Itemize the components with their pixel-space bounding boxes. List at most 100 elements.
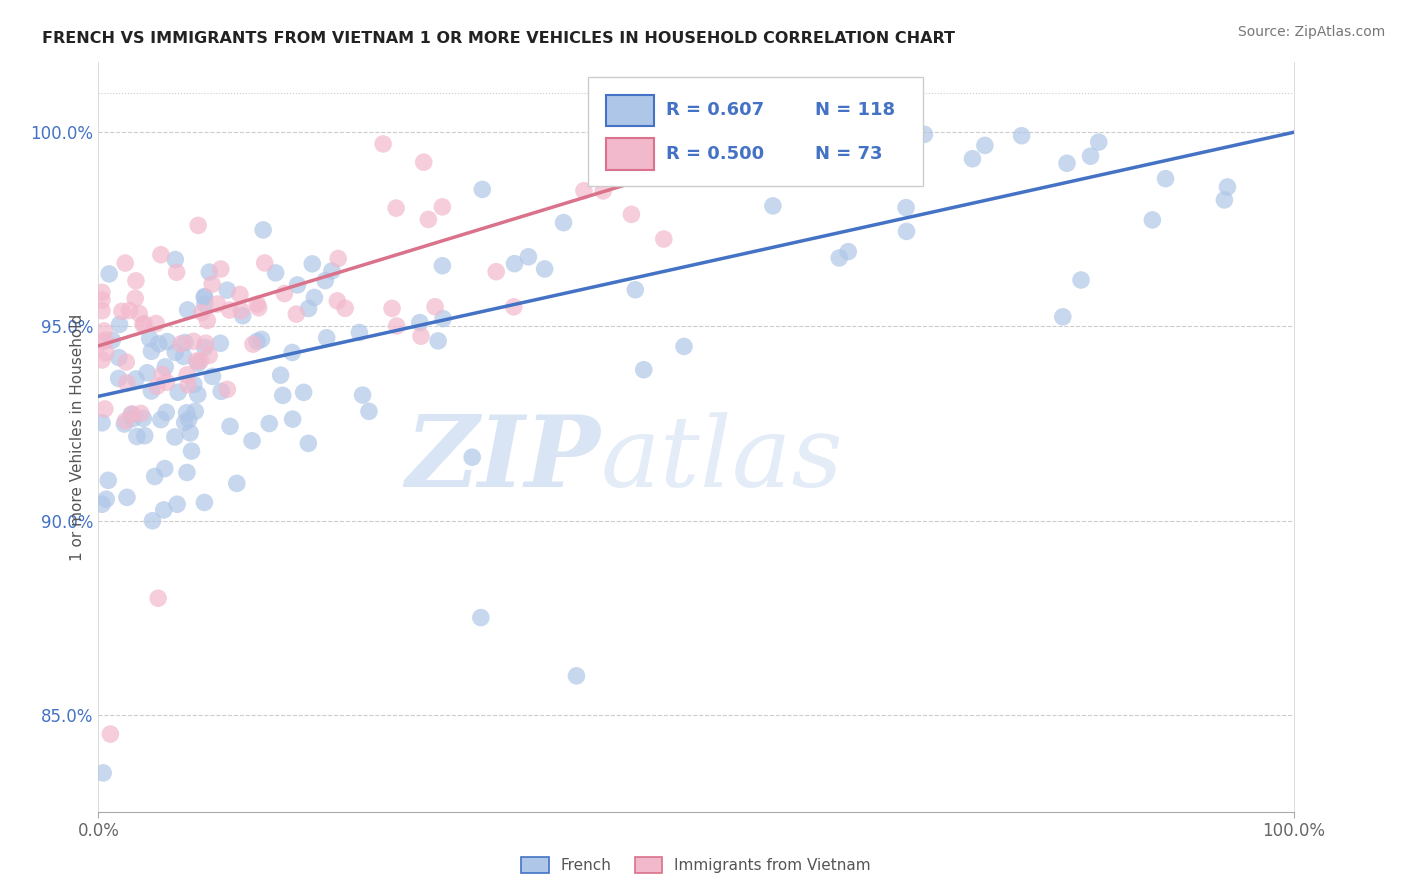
Point bbox=[896, 224, 918, 238]
Point bbox=[94, 401, 117, 416]
Point bbox=[652, 232, 675, 246]
Point bbox=[1056, 156, 1078, 170]
Text: ZIP: ZIP bbox=[405, 411, 600, 508]
Point bbox=[432, 259, 454, 273]
Point bbox=[91, 497, 114, 511]
Point bbox=[287, 277, 309, 292]
Point bbox=[167, 385, 190, 400]
Text: Source: ZipAtlas.com: Source: ZipAtlas.com bbox=[1237, 25, 1385, 39]
Point bbox=[297, 301, 319, 316]
Point bbox=[688, 112, 710, 127]
Point bbox=[264, 266, 287, 280]
Point bbox=[107, 371, 129, 385]
Point bbox=[485, 265, 508, 279]
Point bbox=[253, 256, 276, 270]
Point bbox=[108, 351, 131, 365]
Point bbox=[173, 350, 195, 364]
Point bbox=[186, 354, 208, 368]
Point bbox=[145, 317, 167, 331]
Point bbox=[177, 377, 200, 392]
Point bbox=[165, 345, 187, 359]
Point bbox=[1142, 213, 1164, 227]
Point bbox=[565, 669, 588, 683]
Point bbox=[98, 727, 122, 741]
Point bbox=[247, 301, 270, 315]
Point bbox=[149, 248, 172, 262]
Point bbox=[165, 252, 187, 267]
Point bbox=[613, 145, 636, 159]
Point bbox=[285, 307, 308, 321]
Point bbox=[242, 337, 264, 351]
Point bbox=[112, 417, 135, 431]
Point bbox=[146, 379, 169, 393]
Point bbox=[134, 429, 156, 443]
Point bbox=[193, 290, 215, 304]
Point bbox=[1154, 171, 1177, 186]
Point bbox=[187, 356, 209, 370]
Point bbox=[315, 331, 337, 345]
Point bbox=[132, 411, 155, 425]
Point bbox=[148, 591, 170, 606]
Point bbox=[198, 349, 221, 363]
Point bbox=[114, 414, 136, 428]
Point bbox=[973, 138, 995, 153]
Point bbox=[136, 366, 159, 380]
Point bbox=[423, 300, 446, 314]
Point bbox=[194, 297, 217, 311]
Point bbox=[155, 376, 177, 390]
Point bbox=[281, 412, 304, 426]
Point bbox=[209, 384, 232, 399]
Point bbox=[381, 301, 404, 316]
Point bbox=[120, 408, 142, 422]
Point bbox=[304, 291, 326, 305]
Point bbox=[229, 287, 252, 301]
Point bbox=[409, 316, 432, 330]
Point bbox=[91, 765, 114, 780]
Point bbox=[292, 385, 315, 400]
Point bbox=[152, 503, 174, 517]
Point bbox=[184, 404, 207, 418]
Point bbox=[240, 434, 263, 448]
Point bbox=[672, 339, 695, 353]
Point bbox=[762, 199, 785, 213]
Point bbox=[592, 184, 614, 198]
Point bbox=[166, 265, 188, 279]
Point bbox=[232, 309, 254, 323]
Point bbox=[326, 293, 349, 308]
Point bbox=[141, 344, 163, 359]
Point bbox=[176, 466, 198, 480]
Point bbox=[1087, 135, 1109, 149]
Point bbox=[297, 436, 319, 450]
Point bbox=[427, 334, 450, 348]
Point bbox=[281, 345, 304, 359]
Point bbox=[115, 355, 138, 369]
Point bbox=[155, 359, 177, 374]
Text: atlas: atlas bbox=[600, 412, 844, 508]
Point bbox=[93, 324, 115, 338]
Point bbox=[176, 302, 198, 317]
FancyBboxPatch shape bbox=[606, 138, 654, 169]
Point bbox=[114, 256, 136, 270]
Point bbox=[1011, 128, 1033, 143]
FancyBboxPatch shape bbox=[606, 95, 654, 126]
Text: N = 118: N = 118 bbox=[815, 101, 896, 119]
Text: R = 0.500: R = 0.500 bbox=[666, 145, 765, 163]
Point bbox=[250, 332, 273, 346]
Point bbox=[912, 128, 935, 142]
Point bbox=[194, 341, 217, 355]
Point bbox=[620, 207, 643, 221]
Point bbox=[385, 201, 408, 215]
Point bbox=[91, 285, 114, 300]
Point bbox=[624, 283, 647, 297]
Y-axis label: 1 or more Vehicles in Household: 1 or more Vehicles in Household bbox=[69, 313, 84, 561]
Point bbox=[91, 303, 114, 318]
Point bbox=[502, 300, 524, 314]
Point bbox=[894, 201, 917, 215]
Point bbox=[352, 388, 374, 402]
Point bbox=[1213, 193, 1236, 207]
Point bbox=[98, 267, 121, 281]
Point bbox=[201, 277, 224, 292]
Point bbox=[572, 184, 595, 198]
Point bbox=[193, 495, 215, 509]
Text: R = 0.607: R = 0.607 bbox=[666, 101, 765, 119]
